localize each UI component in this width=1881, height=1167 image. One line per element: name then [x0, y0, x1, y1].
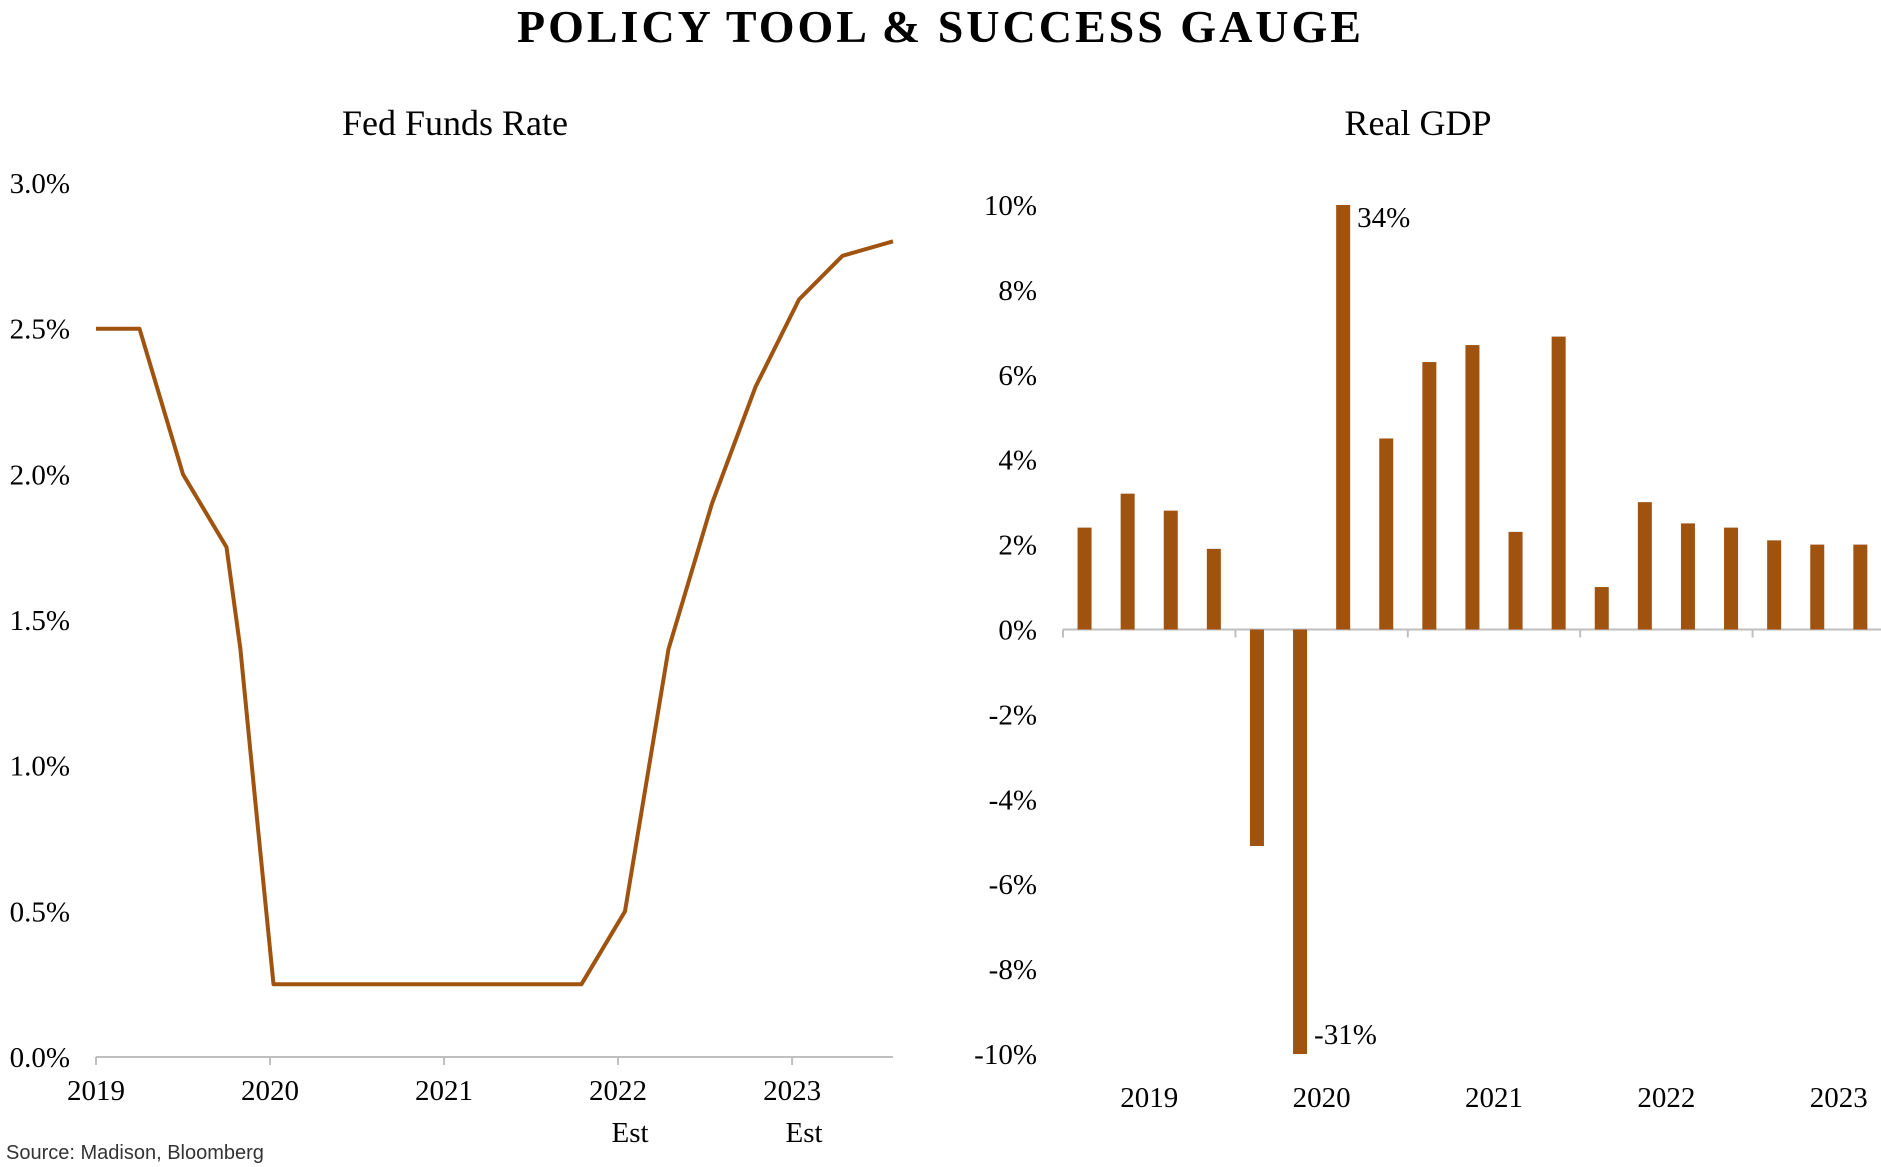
gdp-bar: [1637, 502, 1652, 630]
gdp-bar: [1120, 493, 1135, 630]
x-tick-label: 2022: [589, 1075, 647, 1107]
gdp-bar: [1336, 205, 1351, 630]
bar-annotation: -31%: [1314, 1019, 1377, 1051]
gdp-bar: [1293, 629, 1308, 1054]
y-tick-label: 2.0%: [10, 459, 70, 491]
source-note: Source: Madison, Bloomberg: [6, 1142, 264, 1164]
gdp-bar: [1724, 527, 1739, 630]
real-gdp-chart: Real GDP -10% -8% -6% -4% -2% 0% 2% 4% 6% 8% 10% 201…: [974, 103, 1881, 1114]
x-tick-sublabel: Est: [612, 1117, 649, 1149]
gdp-bar: [1508, 531, 1523, 630]
x-year-label: 2022: [1637, 1082, 1695, 1114]
x-tick-sublabel: Est: [786, 1117, 823, 1149]
fed-funds-rate-line: [96, 239, 894, 987]
x-tick-label: 2023: [763, 1075, 821, 1107]
y-tick-label: 2%: [998, 530, 1037, 562]
x-tick-label: 2020: [241, 1075, 299, 1107]
y-tick-label: -2%: [989, 699, 1037, 731]
y-tick-label: -10%: [974, 1039, 1037, 1071]
gdp-bar: [1422, 362, 1437, 630]
gdp-bar: [1594, 587, 1609, 630]
y-tick-label: 8%: [998, 275, 1037, 307]
y-tick-label: 4%: [998, 445, 1037, 477]
x-year-label: 2023: [1810, 1082, 1868, 1114]
gdp-bar: [1680, 523, 1695, 630]
y-tick-label: -4%: [989, 784, 1037, 816]
chart-title: Fed Funds Rate: [342, 103, 568, 143]
gdp-bar: [1853, 544, 1868, 630]
y-tick-label: 0%: [998, 615, 1037, 647]
gdp-bar: [1379, 438, 1394, 630]
gdp-bar: [1810, 544, 1825, 630]
y-tick-label: 1.5%: [10, 605, 70, 637]
y-tick-label: 1.0%: [10, 751, 70, 783]
y-tick-label: 3.0%: [10, 168, 70, 200]
y-tick-label: 0.5%: [10, 896, 70, 928]
y-tick-label: 2.5%: [10, 314, 70, 346]
fed-funds-rate-chart: Fed Funds Rate 0.0% 0.5% 1.0% 1.5% 2.0% 2.5% 3.…: [10, 103, 894, 1149]
gdp-bar: [1249, 629, 1264, 846]
y-tick-label: -8%: [989, 954, 1037, 986]
y-tick-label: 0.0%: [10, 1042, 70, 1074]
bar-annotation: 34%: [1357, 202, 1410, 234]
gdp-bar: [1551, 336, 1566, 630]
x-year-label: 2019: [1120, 1082, 1178, 1114]
x-tick-label: 2019: [67, 1075, 125, 1107]
gdp-bar: [1206, 548, 1221, 630]
chart-title: Real GDP: [1345, 103, 1492, 143]
x-year-label: 2020: [1293, 1082, 1351, 1114]
gdp-bar: [1465, 345, 1480, 630]
gdp-bar: [1163, 510, 1178, 630]
x-year-label: 2021: [1465, 1082, 1523, 1114]
y-tick-label: 10%: [984, 190, 1037, 222]
main-title: POLICY TOOL & SUCCESS GAUGE: [516, 1, 1364, 52]
y-tick-label: -6%: [989, 869, 1037, 901]
y-tick-label: 6%: [998, 360, 1037, 392]
gdp-bar: [1767, 540, 1782, 630]
gdp-bar: [1077, 527, 1092, 630]
x-tick-label: 2021: [415, 1075, 473, 1107]
